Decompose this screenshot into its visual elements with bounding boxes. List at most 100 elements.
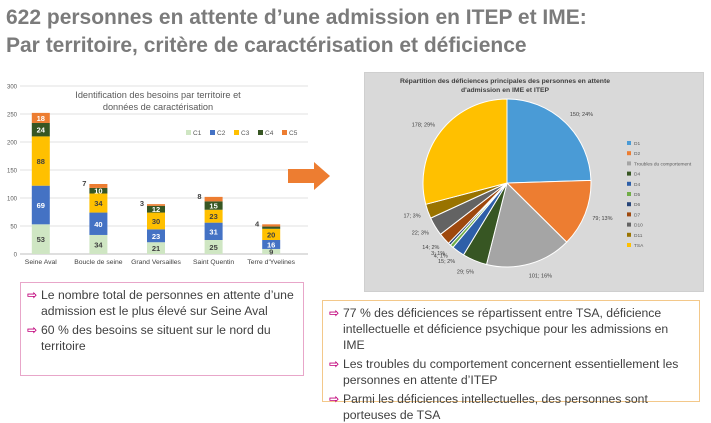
arrow-right-icon	[288, 162, 330, 190]
bar-segment	[204, 209, 223, 223]
pie-data-label: 14; 2%	[422, 245, 439, 251]
bar-data-label: 18	[37, 114, 45, 123]
arrow-bullet-icon: ⇨	[27, 323, 38, 337]
legend-swatch	[627, 222, 631, 227]
bar-segment	[89, 234, 108, 254]
legend-label: D2	[634, 151, 640, 157]
bar-data-label: 69	[37, 201, 45, 210]
legend-label: D4	[634, 182, 640, 188]
pie-title: d'admission en IME et ITEP	[461, 87, 550, 94]
bar-data-label: 23	[152, 232, 160, 241]
bar-segment	[89, 193, 108, 213]
legend-swatch	[627, 161, 631, 166]
x-tick-label: Grand Versailles	[131, 259, 181, 266]
y-tick-label: 300	[7, 85, 18, 91]
bar-segment	[31, 122, 50, 137]
bar-data-label: 30	[152, 217, 160, 226]
legend-swatch	[282, 130, 287, 135]
pie-data-label: 22; 3%	[412, 231, 429, 237]
chart-title: données de caractérisation	[103, 102, 213, 112]
legend-label: D5	[634, 192, 640, 198]
bar-data-label: 40	[94, 220, 102, 229]
summary-item: ⇨ 77 % des déficiences se répartissent e…	[329, 305, 693, 353]
bar-segment	[204, 201, 223, 210]
bar-data-label: 16	[267, 240, 275, 249]
pie-data-label: 101; 16%	[529, 273, 552, 279]
summary-item: ⇨ Les troubles du comportement concernen…	[329, 356, 693, 388]
summary-item: ⇨ Parmi les déficiences intellectuelles,…	[329, 391, 693, 423]
bar-data-label: 34	[94, 240, 103, 249]
bar-chart: 0 50 100 150 200 250 300 Identification des bes…	[7, 85, 308, 266]
legend-label: D6	[634, 202, 640, 208]
legend-swatch	[258, 130, 263, 135]
pie-data-label: 4; 1%	[434, 253, 448, 259]
bar-data-label: 53	[37, 235, 45, 244]
bar-segment	[262, 224, 281, 227]
legend-swatch	[210, 130, 215, 135]
bar-data-label: 21	[152, 244, 160, 253]
legend-swatch	[627, 243, 631, 247]
legend-swatch	[627, 151, 631, 156]
legend-label: Troubles du comportement	[634, 161, 692, 167]
bar-data-label: 10	[94, 187, 102, 196]
legend-swatch	[234, 130, 239, 135]
chart-title: Identification des besoins par territoir…	[75, 90, 241, 100]
pie-data-label: 3; 1%	[431, 251, 445, 257]
x-tick-label: Saint Quentin	[193, 259, 234, 266]
legend-swatch	[627, 181, 631, 186]
bar-segment	[147, 229, 165, 243]
legend-swatch	[627, 202, 631, 207]
arrow-bullet-icon: ⇨	[329, 392, 340, 406]
pie-chart: Répartition des déficiences principales …	[400, 78, 692, 279]
pie-data-label: 29; 5%	[457, 270, 474, 276]
legend-swatch	[627, 141, 631, 145]
bar-segment	[89, 212, 108, 235]
y-tick-label: 250	[7, 113, 18, 119]
bar-segment	[147, 204, 165, 206]
bar-data-label: 20	[267, 230, 275, 239]
summary-box-right: ⇨ 77 % des déficiences se répartissent e…	[322, 300, 700, 422]
bar-data-label: 34	[94, 199, 103, 208]
title-line-1: 622 personnes en attente d’une admission…	[6, 6, 587, 29]
summary-text: 77 % des déficiences se répartissent ent…	[343, 306, 669, 352]
arrow-bullet-icon: ⇨	[329, 306, 340, 320]
bar-segment	[31, 136, 50, 186]
bar-data-label: 8	[197, 192, 201, 201]
bar-segment	[204, 222, 223, 240]
legend-label: D4	[634, 172, 640, 178]
x-tick-label: Seine Aval	[25, 259, 57, 266]
legend-label: C1	[193, 130, 202, 137]
bar-data-label: 7	[82, 179, 86, 188]
legend-swatch	[627, 171, 631, 176]
legend-swatch	[627, 212, 631, 217]
legend-swatch	[627, 232, 631, 237]
x-tick-label: Boucle de seine	[74, 259, 123, 266]
bar-segment	[31, 224, 50, 254]
pie-slice	[485, 182, 568, 268]
pie-slice	[505, 179, 592, 243]
summary-item: ⇨ Le nombre total de personnes en attent…	[27, 287, 297, 319]
legend-label: C2	[217, 130, 226, 137]
bar-data-label: 15	[209, 202, 217, 211]
bar-data-label: 24	[37, 126, 46, 135]
legend-label: D1	[634, 141, 640, 147]
y-tick-label: 200	[7, 141, 18, 147]
summary-text: 60 % des besoins se situent sur le nord …	[41, 323, 271, 353]
pie-slice	[506, 98, 592, 184]
pie-title: Répartition des déficiences principales …	[400, 78, 610, 85]
bar-segment	[147, 205, 165, 213]
x-tick-label: Terre d'Yvelines	[247, 259, 295, 266]
bar-data-label: 3	[140, 199, 144, 208]
y-tick-label: 0	[14, 253, 18, 259]
bar-data-label: 25	[209, 243, 217, 252]
summary-item: ⇨ 60 % des besoins se situent sur le nor…	[27, 322, 297, 354]
legend-label: D10	[634, 223, 643, 229]
bar-data-label: 88	[37, 157, 45, 166]
bar-segment	[262, 248, 281, 254]
arrow-bullet-icon: ⇨	[27, 288, 38, 302]
title-line-2: Par territoire, critère de caractérisati…	[6, 34, 527, 57]
bar-segment	[89, 184, 108, 188]
bar-data-label: 23	[209, 212, 217, 221]
bar-segment	[31, 185, 50, 225]
bar-segment	[31, 112, 50, 123]
